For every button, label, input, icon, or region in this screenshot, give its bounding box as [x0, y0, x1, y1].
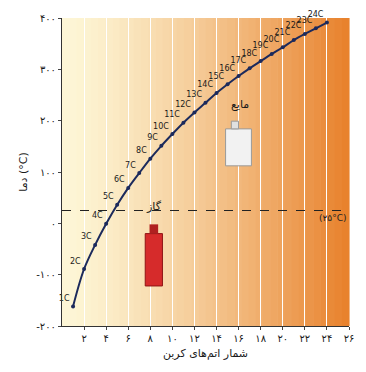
svg-text:12C: 12C	[175, 100, 191, 109]
svg-text:6C: 6C	[114, 175, 125, 184]
svg-text:۱۴: ۱۴	[211, 333, 222, 344]
svg-text:19C: 19C	[252, 41, 268, 50]
svg-text:شمار اتم‌های کربن: شمار اتم‌های کربن	[163, 347, 248, 360]
svg-text:۱۰۰: ۱۰۰	[40, 167, 56, 178]
svg-text:۲: ۲	[81, 333, 86, 344]
svg-text:22C: 22C	[286, 21, 302, 30]
svg-text:24C: 24C	[308, 10, 324, 19]
svg-text:۲۴: ۲۴	[322, 333, 333, 344]
svg-text:۲۰: ۲۰	[277, 333, 288, 344]
svg-text:۲۰۰: ۲۰۰	[40, 115, 56, 126]
svg-text:7C: 7C	[125, 161, 136, 170]
svg-text:۱۲: ۱۲	[189, 333, 200, 344]
svg-text:۰: ۰	[51, 218, 56, 229]
svg-text:3C: 3C	[81, 232, 92, 241]
svg-text:دما (°C): دما (°C)	[17, 152, 30, 191]
svg-text:21C: 21C	[275, 28, 291, 37]
svg-text:14C: 14C	[197, 80, 213, 89]
svg-text:17C: 17C	[230, 56, 246, 65]
svg-text:۸: ۸	[148, 333, 154, 344]
svg-text:15C: 15C	[208, 72, 224, 81]
svg-text:8C: 8C	[136, 146, 147, 155]
svg-text:-۲۰۰: -۲۰۰	[36, 321, 56, 332]
svg-text:11C: 11C	[164, 110, 180, 119]
svg-text:23C: 23C	[297, 16, 313, 25]
svg-text:5C: 5C	[103, 192, 114, 201]
svg-text:۱۰: ۱۰	[167, 333, 178, 344]
svg-text:۳۰۰: ۳۰۰	[40, 64, 56, 75]
svg-text:-۱۰۰: -۱۰۰	[36, 269, 56, 280]
svg-text:۲۶: ۲۶	[344, 333, 355, 344]
svg-text:9C: 9C	[147, 133, 158, 142]
svg-text:1C: 1C	[59, 294, 70, 303]
svg-text:16C: 16C	[219, 64, 235, 73]
svg-text:گاز: گاز	[146, 200, 162, 213]
svg-text:۲۲: ۲۲	[299, 333, 310, 344]
svg-text:18C: 18C	[241, 49, 257, 58]
svg-text:4C: 4C	[92, 211, 103, 220]
svg-text:۴۰۰: ۴۰۰	[40, 13, 56, 24]
svg-text:۶: ۶	[126, 333, 131, 344]
svg-text:مایع: مایع	[231, 98, 249, 111]
svg-text:۴: ۴	[103, 333, 108, 344]
svg-text:2C: 2C	[70, 257, 81, 266]
svg-text:۱۶: ۱۶	[233, 333, 244, 344]
svg-text:10C: 10C	[153, 122, 169, 131]
svg-text:۱۸: ۱۸	[255, 333, 266, 344]
svg-text:(۲۵°C): (۲۵°C)	[319, 213, 346, 223]
svg-text:13C: 13C	[186, 90, 202, 99]
svg-text:20C: 20C	[264, 35, 280, 44]
